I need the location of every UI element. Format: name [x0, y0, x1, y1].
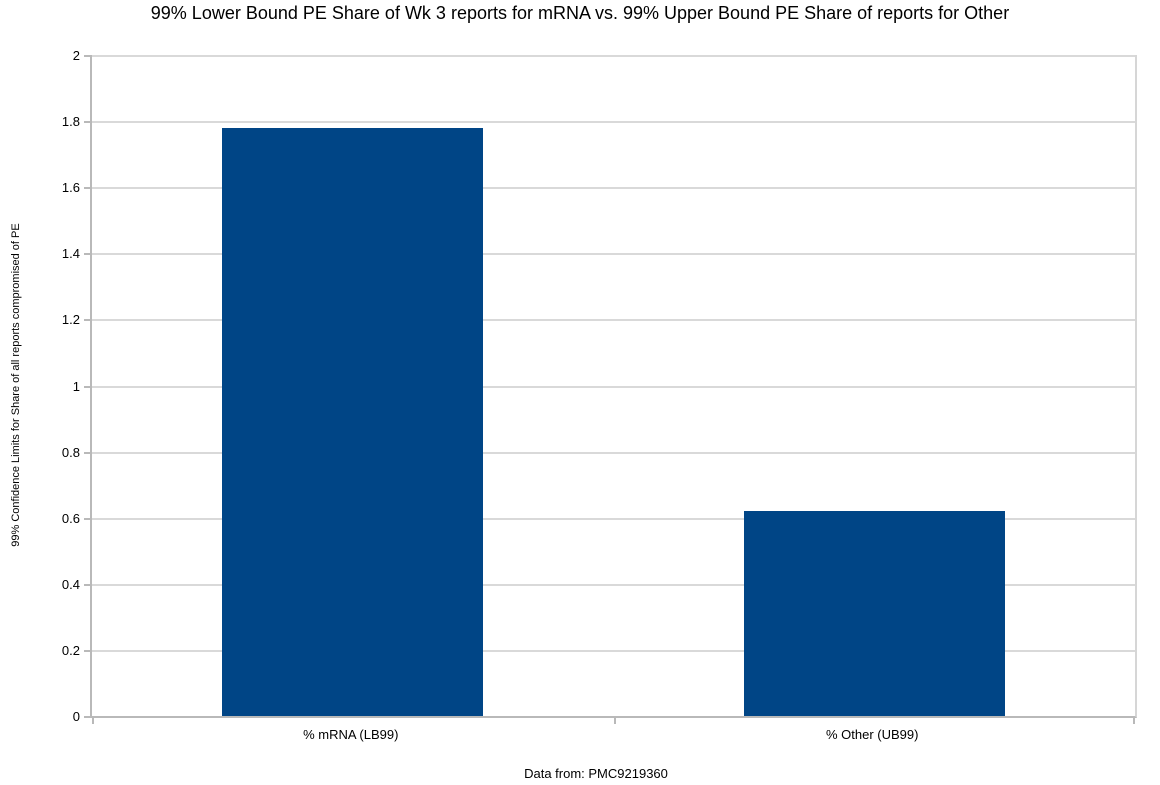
y-tick-mark	[84, 55, 91, 57]
gridline	[92, 319, 1135, 321]
gridline	[92, 452, 1135, 454]
y-tick-mark	[84, 716, 91, 718]
y-tick-mark	[84, 518, 91, 520]
x-axis-label-mrna-lb99: % mRNA (LB99)	[303, 727, 399, 742]
y-tick-label: 0.8	[61, 445, 80, 460]
y-tick-mark	[84, 584, 91, 586]
gridline	[92, 386, 1135, 388]
y-tick-mark	[84, 187, 91, 189]
y-tick-mark	[84, 319, 91, 321]
y-tick-label: 1	[72, 379, 80, 394]
plot-area: 0 0.2 0.4 0.6 0.8 1 1.2 1.4 1.6 1.8 2	[62, 48, 1137, 724]
gridline	[92, 253, 1135, 255]
gridline	[92, 121, 1135, 123]
y-tick-label: 0.6	[61, 511, 80, 526]
y-tick-mark	[84, 121, 91, 123]
x-tick-mark	[1133, 717, 1135, 724]
bar-mrna-lb99	[222, 128, 483, 716]
y-tick-mark	[84, 386, 91, 388]
y-axis-title: 99% Confidence Limits for Share of all r…	[10, 223, 22, 547]
x-axis-labels: % mRNA (LB99) % Other (UB99)	[90, 727, 1133, 747]
chart-title: 99% Lower Bound PE Share of Wk 3 reports…	[150, 3, 1010, 23]
bar-other-ub99	[744, 511, 1005, 716]
gridline	[92, 55, 1135, 57]
y-tick-label: 1.8	[61, 114, 80, 129]
y-tick-label: 2	[72, 48, 80, 63]
y-tick-mark	[84, 452, 91, 454]
y-tick-label: 0	[72, 709, 80, 724]
y-tick-mark	[84, 253, 91, 255]
gridline	[92, 584, 1135, 586]
x-tick-mark	[92, 717, 94, 724]
y-tick-mark	[84, 650, 91, 652]
gridline	[92, 518, 1135, 520]
data-source-note: Data from: PMC9219360	[524, 766, 668, 781]
x-axis-label-other-ub99: % Other (UB99)	[826, 727, 919, 742]
gridline	[92, 187, 1135, 189]
y-tick-label: 1.4	[61, 246, 80, 261]
y-tick-label: 0.4	[61, 577, 80, 592]
y-tick-label: 1.2	[61, 312, 80, 327]
gridline	[92, 650, 1135, 652]
y-tick-label: 1.6	[61, 180, 80, 195]
y-tick-label: 0.2	[61, 643, 80, 658]
x-tick-mark	[614, 717, 616, 724]
